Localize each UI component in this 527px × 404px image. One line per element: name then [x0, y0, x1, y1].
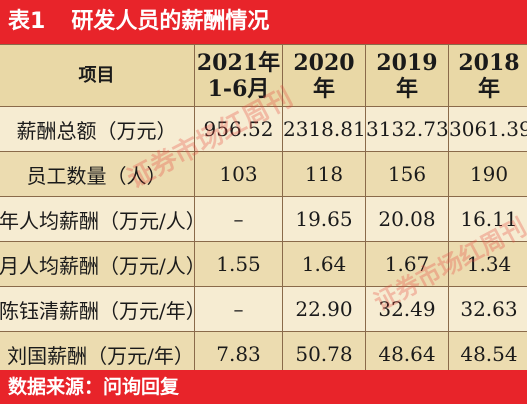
row-label-text: 员工数量（人） [26, 163, 167, 188]
header-2020: 2020 年 [282, 44, 366, 107]
table-cell: 3061.39 [448, 106, 527, 152]
header-2018-line2: 年 [477, 75, 500, 102]
table-row: 员工数量（人） 103 118 156 190 [0, 151, 527, 197]
table-cell: 156 [365, 151, 449, 197]
table-cell: 1.67 [365, 241, 449, 287]
data-source-note: 数据来源：问询回复 [0, 370, 527, 404]
header-2020-line2: 年 [312, 75, 335, 102]
table-title: 表1 研发人员的薪酬情况 [0, 0, 527, 44]
table-number: 表1 [8, 9, 46, 34]
table-cell: 16.11 [448, 196, 527, 242]
header-item: 项目 [0, 44, 195, 107]
row-label: 月人均薪酬（万元/人） [0, 241, 195, 287]
table-cell: 1.55 [194, 241, 283, 287]
header-2018-line1: 2018 [458, 49, 520, 76]
header-2021h1: 2021年 1-6月 [194, 44, 283, 107]
table-cell: 190 [448, 151, 527, 197]
table-title-text: 研发人员的薪酬情况 [71, 9, 270, 34]
row-label-text: 陈钰清薪酬（万元/年） [0, 298, 195, 323]
table-cell: 32.63 [448, 286, 527, 332]
row-label-text: 薪酬总额（万元） [16, 118, 177, 143]
table-cell: – [194, 196, 283, 242]
table-header-row: 项目 2021年 1-6月 2020 年 2019 年 2018 年 [0, 44, 527, 107]
header-2019: 2019 年 [365, 44, 449, 107]
table-cell: 48.54 [448, 331, 527, 377]
row-label-text: 年人均薪酬（万元/人） [0, 208, 195, 233]
table-cell: 103 [194, 151, 283, 197]
header-2019-line1: 2019 [376, 49, 438, 76]
row-label: 薪酬总额（万元） [0, 106, 195, 152]
table-cell: 22.90 [282, 286, 366, 332]
table-cell: 19.65 [282, 196, 366, 242]
table-row: 刘国薪酬（万元/年） 7.83 50.78 48.64 48.54 [0, 331, 527, 377]
table-row: 薪酬总额（万元） 956.52 2318.81 3132.73 3061.39 [0, 106, 527, 152]
table-cell: 1.34 [448, 241, 527, 287]
table-row: 月人均薪酬（万元/人） 1.55 1.64 1.67 1.34 [0, 241, 527, 287]
table-row: 年人均薪酬（万元/人） – 19.65 20.08 16.11 [0, 196, 527, 242]
table-row: 陈钰清薪酬（万元/年） – 22.90 32.49 32.63 [0, 286, 527, 332]
row-label-text: 月人均薪酬（万元/人） [0, 253, 195, 278]
header-2021h1-line2: 1-6月 [207, 75, 270, 102]
header-2018: 2018 年 [448, 44, 527, 107]
table-cell: 48.64 [365, 331, 449, 377]
table-cell: 32.49 [365, 286, 449, 332]
header-2019-line2: 年 [395, 75, 418, 102]
table-cell: 956.52 [194, 106, 283, 152]
table-cell: 2318.81 [282, 106, 366, 152]
row-label: 陈钰清薪酬（万元/年） [0, 286, 195, 332]
table-cell: 1.64 [282, 241, 366, 287]
row-label: 员工数量（人） [0, 151, 195, 197]
table-cell: 118 [282, 151, 366, 197]
row-label-text: 刘国薪酬（万元/年） [7, 343, 194, 368]
table-cell: – [194, 286, 283, 332]
header-2021h1-line1: 2021年 [196, 49, 281, 76]
table-cell: 3132.73 [365, 106, 449, 152]
row-label: 年人均薪酬（万元/人） [0, 196, 195, 242]
row-label: 刘国薪酬（万元/年） [0, 331, 195, 377]
table-cell: 50.78 [282, 331, 366, 377]
header-2020-line1: 2020 [293, 49, 355, 76]
salary-table: 项目 2021年 1-6月 2020 年 2019 年 2018 年 薪酬总额（万元） … [0, 44, 527, 377]
table-cell: 20.08 [365, 196, 449, 242]
